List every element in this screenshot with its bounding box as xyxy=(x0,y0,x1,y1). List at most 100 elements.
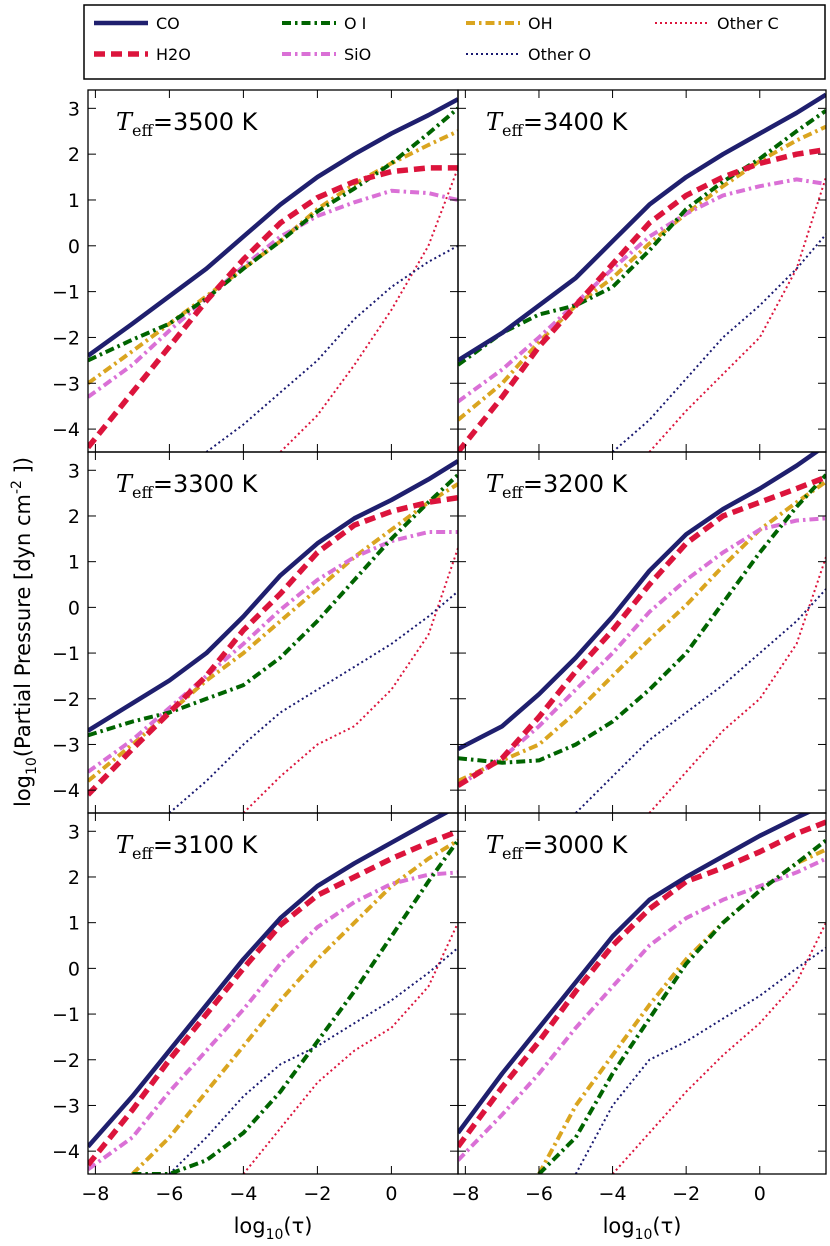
legend-item-o-i: O I xyxy=(282,14,366,33)
panel-frame xyxy=(457,89,827,453)
y-tick-label: 2 xyxy=(68,867,80,889)
x-tick-label: −8 xyxy=(451,1183,479,1205)
x-axis-label-right: log10(τ) xyxy=(603,1214,682,1243)
series-h2o xyxy=(458,819,826,1149)
legend-item-oh: OH xyxy=(466,14,553,33)
legend-label-h2o: H2O xyxy=(156,45,191,64)
series-other-o xyxy=(205,244,458,452)
y-tick-label: 1 xyxy=(68,190,80,212)
y-tick-label: −1 xyxy=(52,282,80,304)
panel-frame xyxy=(457,812,827,1175)
legend-item-h2o: H2O xyxy=(94,45,191,64)
panel-title: Teff=3400 K xyxy=(486,108,629,140)
series-oh xyxy=(130,838,458,1174)
x-tick-label: −2 xyxy=(672,1183,700,1205)
y-tick-label: 0 xyxy=(68,597,80,619)
series-other-c xyxy=(648,556,826,813)
y-tick-label: −2 xyxy=(52,327,80,349)
panel-5: −4 −3 −2 −1 0 1 2 3 −8 −6 −4 −2 0 Teff=3100 K xyxy=(52,812,459,1205)
series-other-c xyxy=(242,547,458,813)
y-tick-label: −4 xyxy=(52,419,80,441)
series-other-c xyxy=(611,922,826,1174)
legend-item-other-c: Other C xyxy=(655,14,779,33)
panel-title: Teff=3200 K xyxy=(486,470,629,502)
legend-label-other-c: Other C xyxy=(717,14,779,33)
series-sio xyxy=(88,188,458,399)
legend-label-co: CO xyxy=(156,14,180,33)
series-other-c xyxy=(242,922,458,1174)
series-other-o xyxy=(574,946,826,1174)
legend-label-sio: SiO xyxy=(344,45,371,64)
series-other-c xyxy=(648,176,826,452)
panel-1: −4 −3 −2 −1 0 1 2 3 Teff=3500 K xyxy=(52,89,459,453)
y-tick-label: 2 xyxy=(68,506,80,528)
ticks xyxy=(88,90,458,452)
y-tick-label: 2 xyxy=(68,144,80,166)
panel-frame xyxy=(87,812,459,1175)
panel-title: Teff=3300 K xyxy=(116,470,259,502)
series-h2o xyxy=(458,146,826,452)
legend-label-o-i: O I xyxy=(344,14,366,33)
series-group xyxy=(458,452,826,813)
panel-title: Teff=3100 K xyxy=(116,831,259,863)
ticks xyxy=(458,90,826,452)
series-sio xyxy=(458,856,826,1162)
series-other-o xyxy=(575,588,826,813)
x-tick-label: −8 xyxy=(81,1183,109,1205)
series-co xyxy=(88,813,450,1149)
series-oh xyxy=(458,124,826,422)
y-tick-label: −2 xyxy=(52,1050,80,1072)
x-tick-label: −2 xyxy=(303,1183,331,1205)
series-group xyxy=(458,813,826,1174)
y-tick-label: −3 xyxy=(52,734,80,756)
y-tick-label: 1 xyxy=(68,913,80,935)
y-tick-label: −4 xyxy=(52,780,80,802)
panel-3: −4 −3 −2 −1 0 1 2 3 Teff=3300 K xyxy=(52,451,459,814)
series-h2o xyxy=(88,828,458,1167)
series-o-i xyxy=(88,106,458,363)
series-co xyxy=(458,92,826,363)
series-group xyxy=(88,459,458,813)
x-tick-label: −4 xyxy=(599,1183,627,1205)
series-co xyxy=(458,452,821,751)
series-other-o xyxy=(168,947,458,1174)
series-co xyxy=(458,813,812,1135)
legend-label-oh: OH xyxy=(528,14,553,33)
series-other-o xyxy=(611,233,826,452)
series-sio xyxy=(88,530,458,774)
series-o-i xyxy=(458,108,826,367)
y-tick-label: 3 xyxy=(68,821,80,843)
x-axis-label-left: log10(τ) xyxy=(234,1214,313,1243)
y-tick-label: 3 xyxy=(68,460,80,482)
y-tick-label: 3 xyxy=(68,98,80,120)
y-tick-label: −3 xyxy=(52,1095,80,1117)
legend-item-co: CO xyxy=(94,14,180,33)
series-group xyxy=(88,97,458,452)
series-oh xyxy=(88,482,458,783)
x-tick-label: 0 xyxy=(385,1183,397,1205)
series-group xyxy=(458,92,826,452)
ticks xyxy=(458,452,826,813)
series-group xyxy=(88,813,458,1174)
ticks xyxy=(458,813,826,1174)
series-co xyxy=(88,97,458,358)
y-tick-label: −4 xyxy=(52,1141,80,1163)
legend-item-sio: SiO xyxy=(282,45,371,64)
series-o-i xyxy=(458,473,826,765)
panel-frame xyxy=(457,451,827,814)
series-sio xyxy=(88,870,458,1172)
x-tick-label: −4 xyxy=(229,1183,257,1205)
series-other-o xyxy=(168,590,458,813)
series-o-i xyxy=(88,473,458,738)
x-tick-label: 0 xyxy=(754,1183,766,1205)
series-o-i xyxy=(132,839,458,1174)
y-tick-label: −1 xyxy=(52,643,80,665)
x-tick-label: −6 xyxy=(155,1183,183,1205)
legend-item-other-o: Other O xyxy=(466,45,591,64)
ticks xyxy=(88,813,458,1174)
series-co xyxy=(88,459,458,733)
panel-2: Teff=3400 K xyxy=(457,89,827,453)
y-tick-label: −2 xyxy=(52,689,80,711)
series-h2o xyxy=(88,165,458,450)
